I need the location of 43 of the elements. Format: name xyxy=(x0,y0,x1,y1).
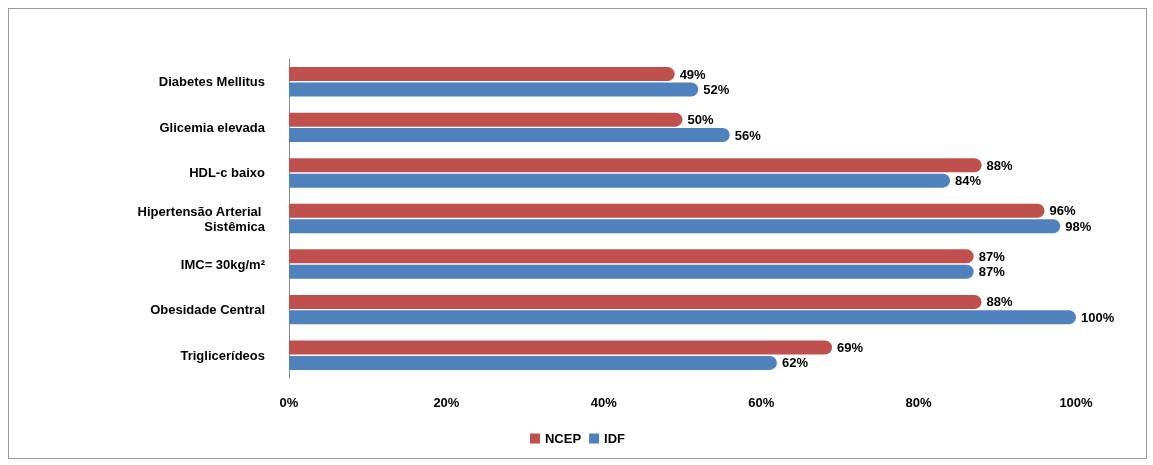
data-label: 49% xyxy=(679,66,707,82)
data-label: 98% xyxy=(1065,218,1092,234)
data-label: 52% xyxy=(703,81,730,97)
bar xyxy=(289,203,1045,218)
y-tick-label: IMC= 30kg/m² xyxy=(180,256,266,272)
bar xyxy=(289,219,1061,234)
data-label: 96% xyxy=(1049,203,1076,219)
legend-label: NCEP xyxy=(544,431,582,446)
data-label: 56% xyxy=(734,127,762,143)
data-label: 50% xyxy=(687,112,714,128)
y-tick-label: Hipertensão Arterial Sistêmica xyxy=(137,203,266,234)
y-tick-label: Triglicerídeos xyxy=(180,347,265,363)
bar xyxy=(289,249,974,264)
y-tick-label: Diabetes Mellitus xyxy=(158,74,265,90)
data-label: 87% xyxy=(978,264,1006,280)
x-tick-label: 0% xyxy=(279,395,299,410)
bar xyxy=(289,158,982,173)
x-tick-label: 60% xyxy=(748,395,775,410)
bar xyxy=(289,355,777,370)
bar xyxy=(289,112,683,127)
bar xyxy=(289,264,974,279)
y-tick-label: Glicemia elevada xyxy=(159,119,266,135)
data-label: 87% xyxy=(978,248,1006,264)
bar xyxy=(289,128,730,143)
data-label: 88% xyxy=(986,294,1014,310)
x-tick-label: 80% xyxy=(905,395,933,410)
bar xyxy=(289,310,1076,325)
data-label: 69% xyxy=(837,340,864,356)
bar xyxy=(289,340,833,355)
x-tick-label: 100% xyxy=(1059,395,1094,410)
y-tick-label: Obesidade Central xyxy=(150,302,265,318)
x-tick-label: 20% xyxy=(433,395,460,410)
bar xyxy=(289,67,675,82)
x-tick-label: 40% xyxy=(590,395,618,410)
data-label: 100% xyxy=(1081,309,1115,325)
bar xyxy=(289,173,951,188)
y-tick-label: HDL-c baixo xyxy=(189,165,266,181)
data-label: 62% xyxy=(781,355,809,371)
bar xyxy=(289,82,699,97)
data-label: 84% xyxy=(955,173,982,189)
bar xyxy=(289,294,982,309)
legend-label: IDF xyxy=(604,431,626,446)
data-label: 88% xyxy=(986,157,1014,173)
